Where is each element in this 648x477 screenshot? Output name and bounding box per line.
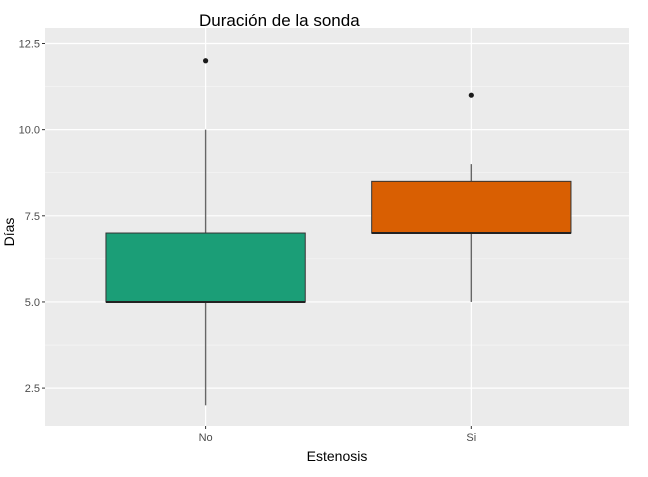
outlier-point-no <box>203 58 209 64</box>
y-tick-label: 7.5 <box>25 211 40 223</box>
y-tick-label: 12.5 <box>19 39 40 51</box>
chart-title: Duración de la sonda <box>199 11 360 30</box>
box-no <box>105 232 306 303</box>
boxes-layer <box>105 58 572 406</box>
x-tick-label: No <box>199 432 213 444</box>
y-axis-ticks: 2.5 5.0 7.5 10.0 12.5 <box>19 39 45 395</box>
outlier-point-si <box>468 92 474 98</box>
x-tick-label: Si <box>466 432 476 444</box>
y-tick-label: 2.5 <box>25 383 40 395</box>
x-axis-title: Estenosis <box>307 448 368 464</box>
y-tick-label: 5.0 <box>25 297 40 309</box>
y-tick-label: 10.0 <box>19 125 40 137</box>
box-si <box>371 180 572 234</box>
x-axis-ticks: No Si <box>199 426 476 444</box>
y-axis-title: Días <box>1 218 17 247</box>
